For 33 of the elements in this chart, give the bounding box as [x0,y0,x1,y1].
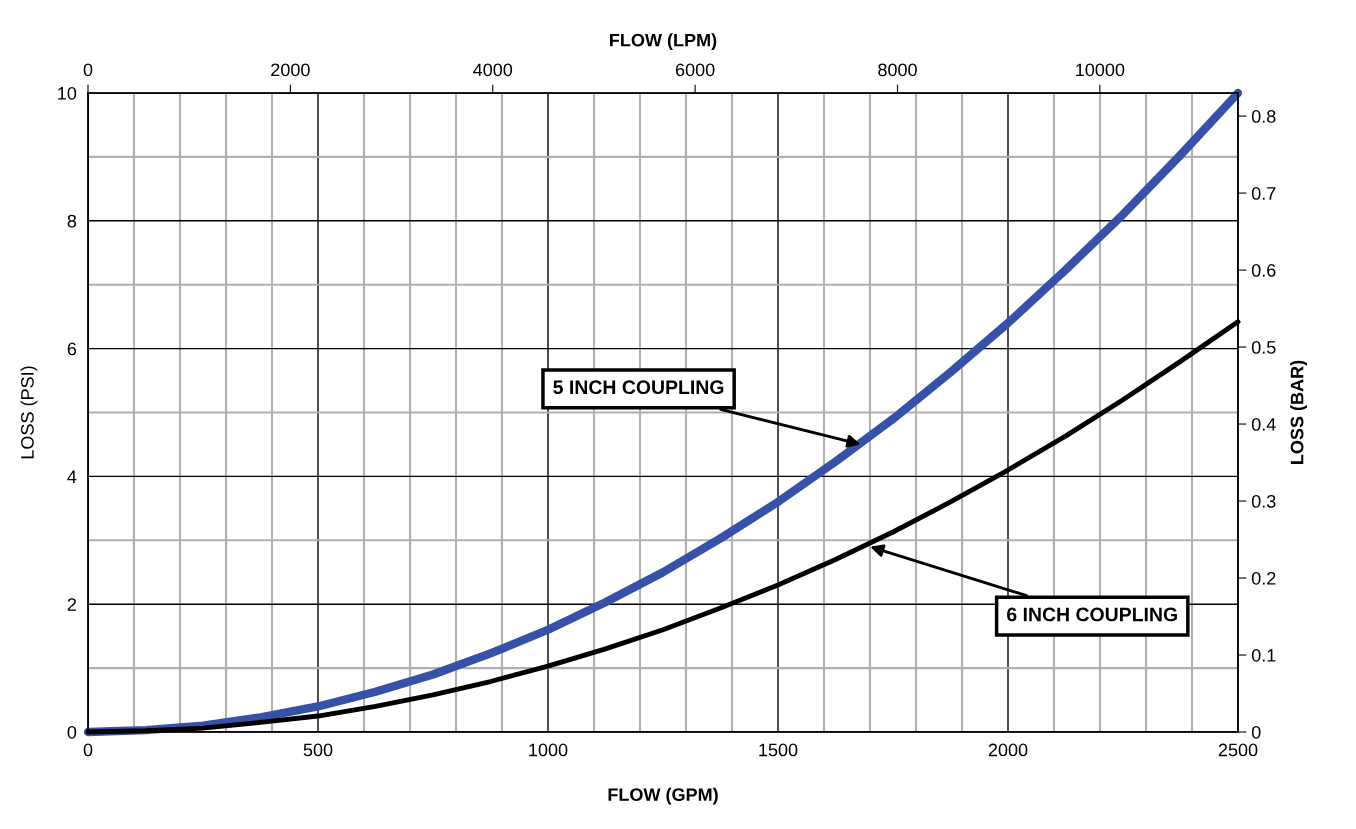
y2-tick-label: 0.8 [1251,110,1276,123]
x-tick-label: 500 [303,743,333,757]
y-tick-label: 0 [67,725,77,739]
y2-tick-label: 0.3 [1251,494,1276,508]
annotation: 6 INCH COUPLING [1007,607,1177,622]
x2-tick-label: 0 [83,63,93,77]
y2-tick-label: 0.6 [1251,264,1276,277]
y2-tick-label: 0.1 [1251,648,1276,662]
x-axis-title: FLOW (GPM) [608,787,718,805]
y2-tick-label: 0 [1251,725,1261,739]
y2-tick-label: 0.7 [1251,187,1276,200]
y-tick-label: 2 [67,598,76,611]
y2-axis-title: LOSS (BAR) [1290,360,1308,464]
x2-tick-label: 2000 [271,63,310,77]
y-axis-title: LOSS (PSI) [20,366,38,459]
y2-tick-label: 0.2 [1251,571,1276,585]
x2-axis-title: FLOW (LPM) [610,33,717,51]
x-tick-label: 1000 [529,743,568,757]
x2-tick-label: 6000 [675,63,715,77]
x-tick-label: 2500 [1218,743,1258,757]
x2-tick-label: 8000 [878,63,917,77]
x-tick-label: 2000 [988,743,1028,757]
y-tick-label: 4 [67,470,77,483]
y-tick-label: 6 [67,342,77,356]
y2-tick-label: 0.5 [1251,340,1276,354]
x-tick-label: 0 [83,743,93,757]
x2-tick-label: 10000 [1076,63,1125,77]
y-tick-label: 8 [67,214,77,228]
x-tick-label: 1500 [759,743,798,757]
y2-tick-label: 0.4 [1251,417,1276,431]
y-tick-label: 10 [58,86,77,100]
annotation: 5 INCH COUPLING [553,380,724,395]
x2-tick-label: 4000 [473,63,513,77]
